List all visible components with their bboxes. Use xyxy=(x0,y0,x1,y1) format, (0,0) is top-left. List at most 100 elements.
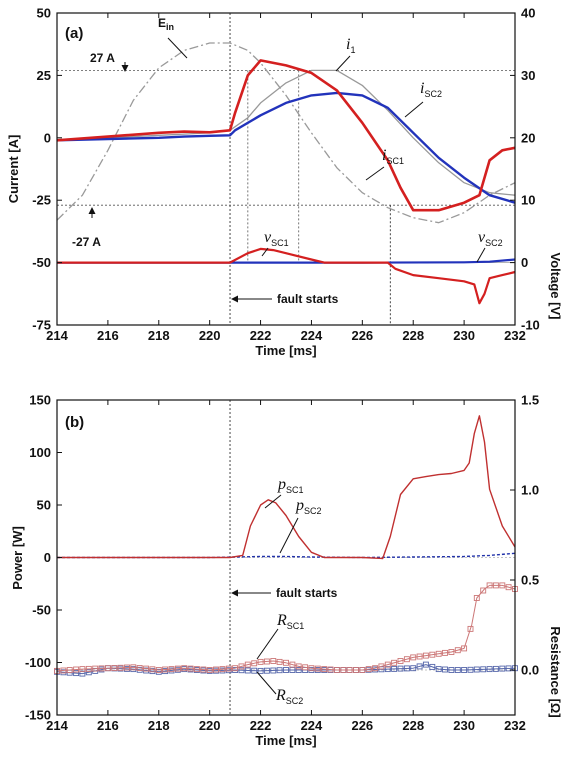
annotation-fault-b: fault starts xyxy=(276,586,338,600)
point-rsc1 xyxy=(359,667,366,673)
point-rsc1 xyxy=(270,658,277,664)
point-rsc1 xyxy=(365,666,372,673)
point-rsc1 xyxy=(104,665,111,672)
point-rsc1 xyxy=(232,665,239,672)
point-rsc1 xyxy=(111,665,118,671)
annotation-fault-a: fault starts xyxy=(277,292,339,306)
x-tick-label: 220 xyxy=(199,328,221,343)
point-rsc1 xyxy=(98,665,105,672)
annotation-plus-27a: 27 A xyxy=(90,51,115,65)
arrow-rsc1 xyxy=(256,628,279,660)
point-rsc1 xyxy=(251,660,258,667)
point-rsc2 xyxy=(473,666,480,673)
point-rsc1 xyxy=(136,665,143,671)
panel-b: 214 216 218 220 222 224 226 228 230 232 150 100 50 0 -… xyxy=(10,393,563,749)
point-rsc2 xyxy=(397,665,404,672)
point-rsc1 xyxy=(505,584,512,591)
arrow-vsc1 xyxy=(261,247,269,257)
y-right-tick-label: -10 xyxy=(521,318,540,333)
point-rsc1 xyxy=(181,665,188,672)
point-rsc1 xyxy=(60,667,67,674)
point-rsc1 xyxy=(448,649,455,655)
point-rsc1 xyxy=(314,665,321,672)
point-rsc1 xyxy=(467,625,474,632)
point-rsc2 xyxy=(384,666,391,673)
point-rsc1 xyxy=(117,664,124,671)
y-right-tick-label: 30 xyxy=(521,68,535,83)
panel-a-ylabel: Current [A] xyxy=(6,135,21,204)
point-rsc1 xyxy=(295,663,302,670)
point-rsc2 xyxy=(238,667,245,674)
x-tick-label: 214 xyxy=(46,718,68,733)
point-rsc1 xyxy=(435,650,442,657)
y-tick-label: 100 xyxy=(29,445,51,460)
point-rsc1 xyxy=(219,666,226,673)
point-rsc1 xyxy=(473,595,480,601)
point-rsc2 xyxy=(391,665,398,672)
point-rsc1 xyxy=(79,666,86,673)
x-tick-label: 230 xyxy=(453,718,475,733)
y-tick-label: -50 xyxy=(32,603,51,618)
point-rsc2 xyxy=(442,666,448,673)
point-rsc2 xyxy=(263,667,270,674)
arrow-isc2 xyxy=(404,101,424,118)
series-i1 xyxy=(56,69,516,196)
y-right-tick-label: 10 xyxy=(521,193,535,208)
point-rsc1 xyxy=(327,666,334,673)
point-rsc2 xyxy=(429,663,436,670)
series-psc1 xyxy=(57,415,516,560)
y-right-tick-label: 0.5 xyxy=(521,573,539,588)
panel-a-label: (a) xyxy=(65,25,83,42)
point-rsc1 xyxy=(263,658,270,665)
panel-b-ylabel: Power [W] xyxy=(10,526,25,590)
y-tick-label: 25 xyxy=(37,68,51,83)
arrow-e-in xyxy=(167,37,188,59)
point-rsc2 xyxy=(467,666,474,673)
point-rsc1 xyxy=(333,667,340,673)
point-rsc1 xyxy=(66,667,73,673)
point-rsc2 xyxy=(410,665,417,672)
point-rsc1 xyxy=(85,665,92,672)
point-rsc1 xyxy=(225,665,232,672)
arrow-vsc2 xyxy=(476,247,486,263)
y-right-tick-label: 20 xyxy=(521,130,535,145)
point-rsc1 xyxy=(384,661,391,668)
point-rsc1 xyxy=(238,663,245,670)
point-rsc1 xyxy=(422,652,429,659)
point-rsc1 xyxy=(461,645,468,652)
point-rsc1 xyxy=(416,653,423,660)
point-rsc2 xyxy=(244,667,251,674)
x-tick-label: 226 xyxy=(351,718,373,733)
y-right-tick-label: 0.0 xyxy=(521,663,539,678)
point-rsc1 xyxy=(200,666,207,673)
point-rsc2 xyxy=(283,667,289,673)
point-rsc1 xyxy=(454,647,461,654)
point-rsc1 xyxy=(174,665,181,672)
x-tick-label: 232 xyxy=(504,718,526,733)
x-tick-label: 216 xyxy=(97,718,119,733)
point-rsc2 xyxy=(85,669,92,676)
point-rsc1 xyxy=(486,582,493,589)
series-isc1 xyxy=(56,59,516,212)
y-tick-label: -150 xyxy=(25,708,51,723)
point-rsc1 xyxy=(187,665,194,672)
x-tick-label: 226 xyxy=(351,328,373,343)
y-tick-label: 50 xyxy=(37,6,51,21)
point-rsc2 xyxy=(448,667,455,673)
point-rsc2 xyxy=(461,667,468,673)
point-rsc2 xyxy=(257,667,264,674)
point-rsc1 xyxy=(130,664,137,671)
x-tick-label: 218 xyxy=(148,328,170,343)
annotation-isc2: iSC2 xyxy=(420,80,442,99)
y-right-tick-label: 1.5 xyxy=(521,393,539,408)
point-rsc2 xyxy=(295,667,302,673)
point-rsc1 xyxy=(283,659,289,666)
point-rsc2 xyxy=(73,670,80,677)
point-rsc1 xyxy=(391,659,398,666)
point-rsc1 xyxy=(244,661,251,668)
point-rsc1 xyxy=(92,665,99,672)
annotation-vsc2: vSC2 xyxy=(478,229,503,248)
y-tick-label: -75 xyxy=(32,318,51,333)
panel-b-ylabel-right: Resistance [Ω] xyxy=(548,626,563,717)
